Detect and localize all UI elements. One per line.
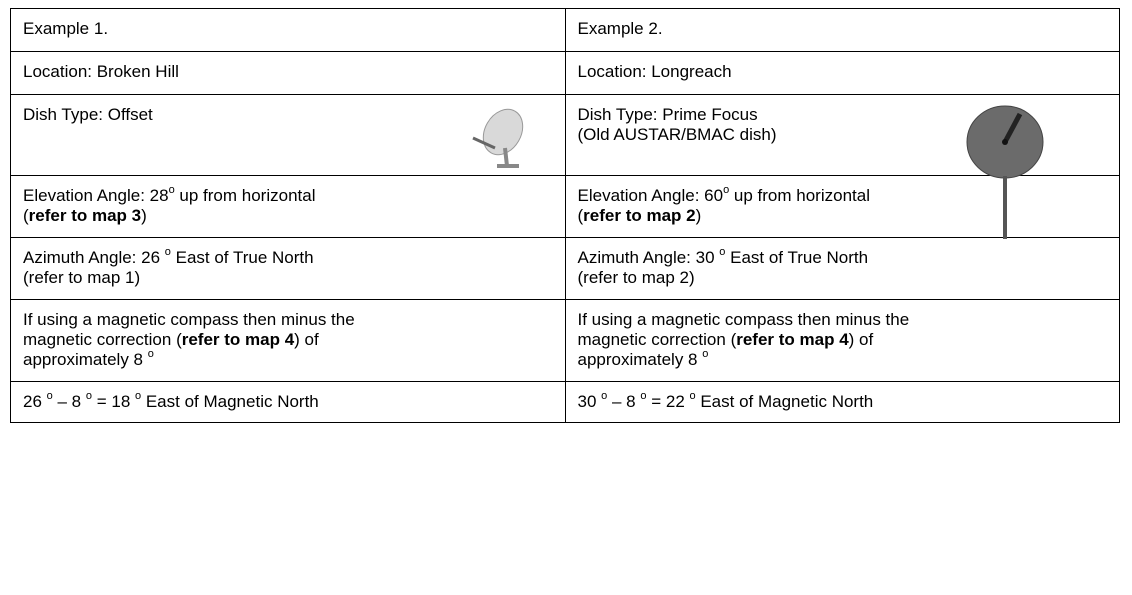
text: Dish Type: Offset [23,105,153,124]
cell-line: 30 o – 8 o = 22 o East of Magnetic North [578,392,1108,412]
text: East of Magnetic North [141,392,319,411]
text: Azimuth Angle: 26 [23,248,165,267]
text: approximately 8 [23,350,148,369]
text: If using a magnetic compass then minus t… [578,310,910,329]
text: (Old AUSTAR/BMAC dish) [578,125,777,144]
table-cell: Azimuth Angle: 30 o East of True North(r… [565,238,1120,300]
text: ) [141,206,147,225]
text: Elevation Angle: 28 [23,186,169,205]
table-cell: If using a magnetic compass then minus t… [565,300,1120,382]
bold-text: refer to map 4 [182,330,294,349]
text: East of True North [171,248,314,267]
text: (refer to map 1) [23,268,140,287]
cell-line: (refer to map 3) [23,206,553,226]
table-cell: Azimuth Angle: 26 o East of True North(r… [11,238,566,300]
cell-line: approximately 8 o [23,350,553,370]
text: ) of [849,330,874,349]
page: {"table": {"rows": [ [[[{"text": "Exampl… [0,0,1132,595]
table-cell: Example 2. [565,9,1120,52]
text: 26 [23,392,47,411]
cell-line: Location: Broken Hill [23,62,553,82]
table-row: 26 o – 8 o = 18 o East of Magnetic North… [11,382,1120,423]
table-cell: Example 1. [11,9,566,52]
cell-line: magnetic correction (refer to map 4) of [578,330,1108,350]
cell-line: Example 1. [23,19,553,39]
offset-dish-icon [455,108,535,170]
cell-line: (refer to map 1) [23,268,553,288]
text: approximately 8 [578,350,703,369]
bold-text: refer to map 3 [29,206,141,225]
text: magnetic correction ( [578,330,737,349]
text: Location: Broken Hill [23,62,179,81]
degree-mark: o [702,348,708,360]
text: Example 2. [578,19,663,38]
table-cell: Location: Broken Hill [11,52,566,95]
cell-line: Elevation Angle: 28o up from horizontal [23,186,553,206]
table-row: Dish Type: Offset Dish Type: Prime Focus(… [11,95,1120,176]
text: East of True North [725,248,868,267]
bold-text: refer to map 2 [583,206,695,225]
dish-table: Example 1. Example 2. Location: Broken Hil… [10,8,1120,423]
text: = 22 [646,392,689,411]
text: East of Magnetic North [696,392,874,411]
cell-line: Azimuth Angle: 26 o East of True North [23,248,553,268]
table-cell: Elevation Angle: 28o up from horizontal(… [11,176,566,238]
cell-line: approximately 8 o [578,350,1108,370]
table-row: Elevation Angle: 28o up from horizontal(… [11,176,1120,238]
text: up from horizontal [729,186,870,205]
text: Example 1. [23,19,108,38]
table-cell: Location: Longreach [565,52,1120,95]
text: Elevation Angle: 60 [578,186,724,205]
text: – 8 [53,392,86,411]
cell-line: Azimuth Angle: 30 o East of True North [578,248,1108,268]
bold-text: refer to map 4 [736,330,848,349]
degree-mark: o [148,348,154,360]
text: = 18 [92,392,135,411]
text: magnetic correction ( [23,330,182,349]
text: – 8 [607,392,640,411]
cell-line: If using a magnetic compass then minus t… [23,310,553,330]
cell-line: 26 o – 8 o = 18 o East of Magnetic North [23,392,553,412]
cell-line: If using a magnetic compass then minus t… [578,310,1108,330]
table-cell: 30 o – 8 o = 22 o East of Magnetic North [565,382,1120,423]
prime-focus-dish-icon [960,104,1055,244]
text: 30 [578,392,602,411]
text: up from horizontal [175,186,316,205]
table-cell: 26 o – 8 o = 18 o East of Magnetic North [11,382,566,423]
cell-line: Location: Longreach [578,62,1108,82]
cell-line: magnetic correction (refer to map 4) of [23,330,553,350]
table-row: If using a magnetic compass then minus t… [11,300,1120,382]
table-cell: If using a magnetic compass then minus t… [11,300,566,382]
text: If using a magnetic compass then minus t… [23,310,355,329]
table-row: Azimuth Angle: 26 o East of True North(r… [11,238,1120,300]
cell-line: Example 2. [578,19,1108,39]
text: Dish Type: Prime Focus [578,105,758,124]
text: ) of [294,330,319,349]
table-row: Location: Broken Hill Location: Longreach [11,52,1120,95]
text: (refer to map 2) [578,268,695,287]
cell-line: (refer to map 2) [578,268,1108,288]
text: Azimuth Angle: 30 [578,248,720,267]
text: ) [696,206,702,225]
text: Location: Longreach [578,62,732,81]
table-row: Example 1. Example 2. [11,9,1120,52]
